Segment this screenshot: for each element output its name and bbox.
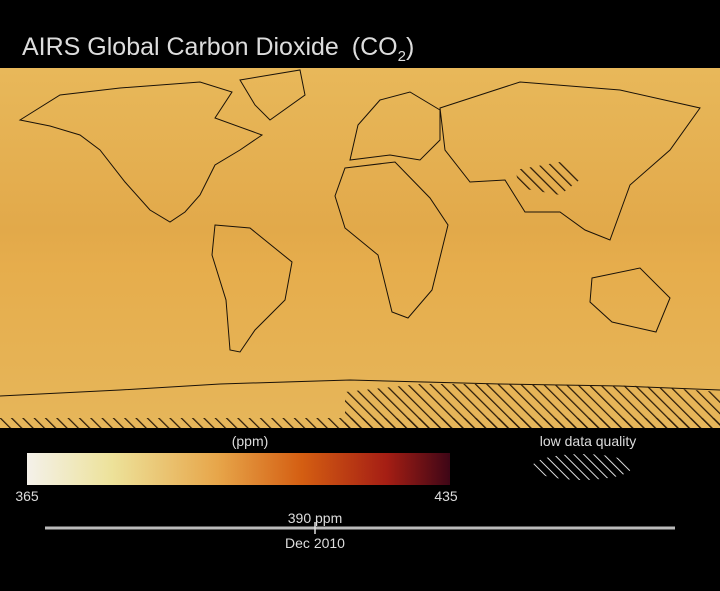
map [0,68,720,428]
timeline-date: Dec 2010 [285,535,345,551]
co2-field [0,68,720,428]
title: AIRS Global Carbon Dioxide (CO2) [22,33,414,65]
timeline-value: 390 ppm [288,510,342,526]
africa [334,161,449,319]
low-quality-tibet [515,162,582,195]
hatch-label: low data quality [540,433,637,449]
hatch-legend: low data quality [532,433,636,480]
colorbar-min: 365 [15,488,39,504]
greenland [239,69,306,121]
south-america [211,224,293,353]
asia [439,81,701,241]
australia [589,267,671,333]
colorbar-max: 435 [434,488,458,504]
hatch-swatch [532,454,632,480]
north-america [18,81,264,223]
colorbar: (ppm) 365 435 [15,433,458,504]
low-quality-antarctica [345,384,720,428]
low-quality-strip [0,418,720,428]
timeline: 390 ppm Dec 2010 [45,510,675,551]
colorbar-gradient [27,453,450,485]
colorbar-unit: (ppm) [232,433,269,449]
